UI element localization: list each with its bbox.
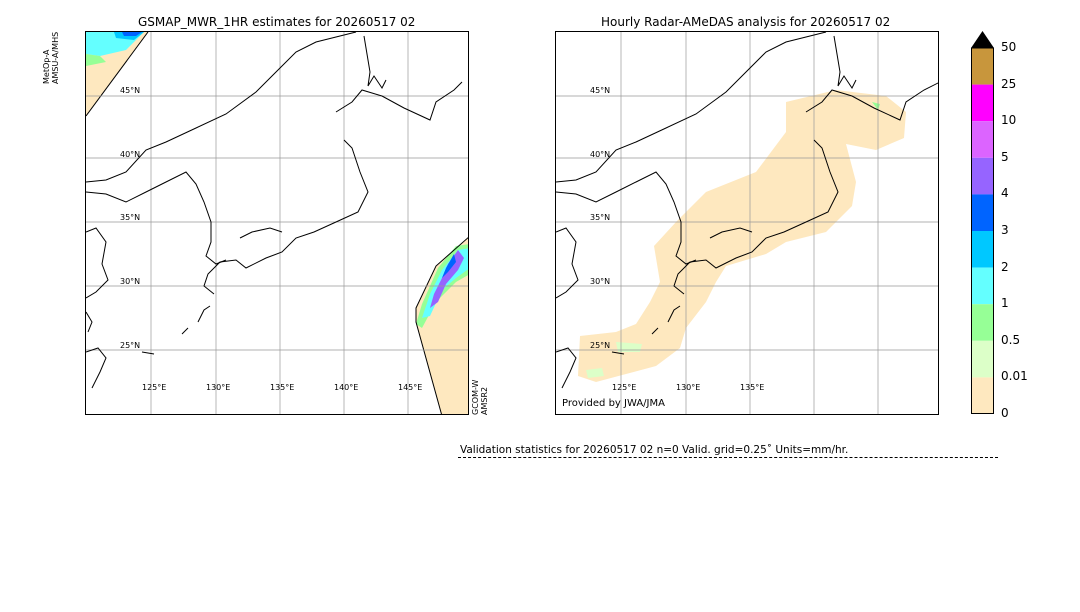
- colorbar-segment: [971, 267, 994, 305]
- left-map-canvas: [86, 32, 468, 414]
- colorbar-tick-label: 4: [1001, 186, 1009, 201]
- right-lon-label-130: 130°E: [676, 383, 701, 392]
- colorbar-segment: [971, 304, 994, 341]
- right-sensor-label: GCOM-W AMSR2: [471, 379, 489, 415]
- colorbar-segment: [971, 121, 994, 158]
- right-lat-label-40: 40°N: [590, 150, 611, 159]
- right-map-title: Hourly Radar-AMeDAS analysis for 2026051…: [601, 15, 891, 29]
- left-sensor-label: MetOp-A AMSU-A/MHS: [42, 31, 60, 84]
- right-lat-label-35: 35°N: [590, 213, 611, 222]
- colorbar-segment: [971, 340, 994, 378]
- left-lon-label-125: 125°E: [142, 383, 167, 392]
- colorbar-segments: [971, 47, 994, 414]
- colorbar-extend-triangle: [971, 31, 994, 48]
- right-map: 45°N 40°N 35°N 30°N 25°N 125°E 130°E 135…: [555, 31, 939, 415]
- colorbar-tick-label: 10: [1001, 113, 1017, 128]
- left-lat-label-40: 40°N: [120, 150, 141, 159]
- colorbar-segment: [971, 157, 994, 195]
- left-lon-label-140: 140°E: [334, 383, 359, 392]
- colorbar-tick-label: 0.5: [1001, 332, 1021, 347]
- left-rain-darkblue: [122, 32, 142, 36]
- left-lon-label-130: 130°E: [206, 383, 231, 392]
- radar-light-green-patch: [616, 342, 642, 352]
- right-lat-label-45: 45°N: [590, 86, 611, 95]
- left-lat-label-25: 25°N: [120, 341, 141, 350]
- colorbar-tick-label: 25: [1001, 76, 1017, 91]
- colorbar-tick-label: 3: [1001, 223, 1009, 237]
- left-map: 45°N 40°N 35°N 30°N 25°N 125°E 130°E 135…: [85, 31, 469, 415]
- radar-light-green-patch-2: [586, 368, 604, 378]
- right-lat-label-30: 30°N: [590, 277, 611, 286]
- left-lon-label-135: 135°E: [270, 383, 295, 392]
- colorbar-tick-label: 50: [1001, 40, 1017, 54]
- colorbar-tick-label: 0: [1001, 406, 1009, 420]
- colorbar-tick-label: 0.01: [1001, 369, 1028, 384]
- left-lat-label-45: 45°N: [120, 86, 141, 95]
- left-graticule: [86, 32, 468, 414]
- right-lon-label-125: 125°E: [612, 383, 637, 392]
- radar-coverage: [578, 90, 906, 382]
- left-lat-label-30: 30°N: [120, 277, 141, 286]
- left-lon-label-145: 145°E: [398, 383, 423, 392]
- left-lat-label-35: 35°N: [120, 213, 141, 222]
- colorbar-tick-label: 5: [1001, 149, 1009, 164]
- data-credit: Provided by JWA/JMA: [562, 398, 665, 409]
- colorbar-segment: [971, 194, 994, 231]
- left-map-title: GSMAP_MWR_1HR estimates for 20260517 02: [138, 15, 416, 29]
- left-rain-purple-right: [430, 250, 464, 308]
- left-rain-dkblue-right: [442, 254, 456, 278]
- stats-underline: [458, 457, 998, 458]
- colorbar-segment: [971, 231, 994, 268]
- right-coastline: [556, 32, 938, 389]
- colorbar-border: [971, 47, 994, 414]
- colorbar: [971, 31, 994, 414]
- validation-statistics: Validation statistics for 20260517 02 n=…: [460, 444, 849, 456]
- colorbar-tick-label: 1: [1001, 296, 1009, 311]
- right-lon-label-135: 135°E: [740, 383, 765, 392]
- right-graticule: [556, 32, 938, 414]
- colorbar-segment: [971, 377, 994, 414]
- right-map-canvas: [556, 32, 938, 414]
- colorbar-segment: [971, 84, 994, 122]
- left-rain-green: [86, 54, 106, 66]
- colorbar-tick-label: 2: [1001, 259, 1009, 274]
- colorbar-segment: [971, 48, 994, 85]
- left-coastline: [86, 32, 463, 389]
- right-lat-label-25: 25°N: [590, 341, 611, 350]
